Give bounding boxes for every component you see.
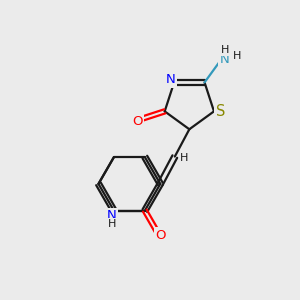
- Text: H: H: [180, 153, 188, 163]
- Text: H: H: [233, 51, 242, 61]
- Text: H: H: [107, 219, 116, 229]
- Text: N: N: [107, 209, 116, 222]
- Text: O: O: [155, 229, 166, 242]
- Text: H: H: [220, 45, 229, 55]
- Text: O: O: [132, 115, 142, 128]
- Text: N: N: [220, 53, 230, 66]
- Text: S: S: [216, 104, 225, 119]
- Text: N: N: [166, 73, 176, 86]
